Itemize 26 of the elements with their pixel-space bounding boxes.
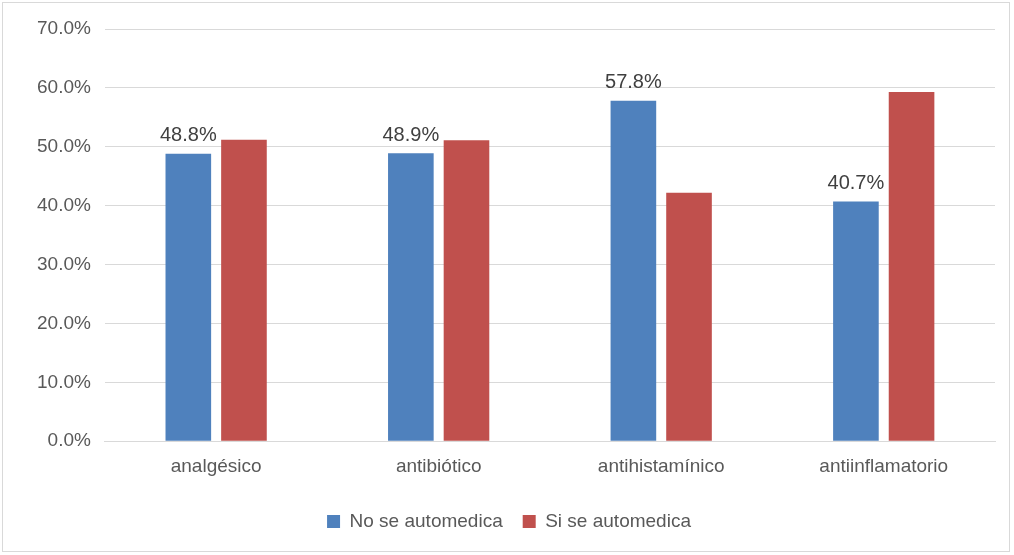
y-tick-label: 60.0% <box>37 76 91 98</box>
y-tick-label: 40.0% <box>37 193 91 215</box>
y-tick-label: 0.0% <box>47 429 91 451</box>
x-tick-label: antiinflamatorio <box>819 454 949 476</box>
y-tick-label: 30.0% <box>37 252 91 274</box>
bar <box>888 92 935 441</box>
y-tick-label: 50.0% <box>37 135 91 157</box>
data-label: 40.7% <box>827 171 885 194</box>
bar <box>221 139 267 441</box>
x-tick-label: analgésico <box>170 454 262 476</box>
data-label: 57.8% <box>605 70 662 93</box>
bar <box>165 153 212 441</box>
y-tick-label: 10.0% <box>37 370 91 392</box>
bar <box>443 140 490 441</box>
bar <box>388 153 434 441</box>
data-label: 48.8% <box>159 123 217 146</box>
x-tick-label: antibiótico <box>395 454 482 476</box>
data-label: 48.9% <box>382 122 440 145</box>
x-tick-label: antihistamínico <box>597 454 725 476</box>
y-tick-label: 70.0% <box>37 17 91 39</box>
legend-label: Si se automedica <box>545 509 692 531</box>
bar <box>666 192 712 441</box>
bar <box>610 100 657 441</box>
y-tick-label: 20.0% <box>37 311 91 333</box>
legend-label: No se automedica <box>349 509 504 531</box>
bar <box>833 201 879 441</box>
